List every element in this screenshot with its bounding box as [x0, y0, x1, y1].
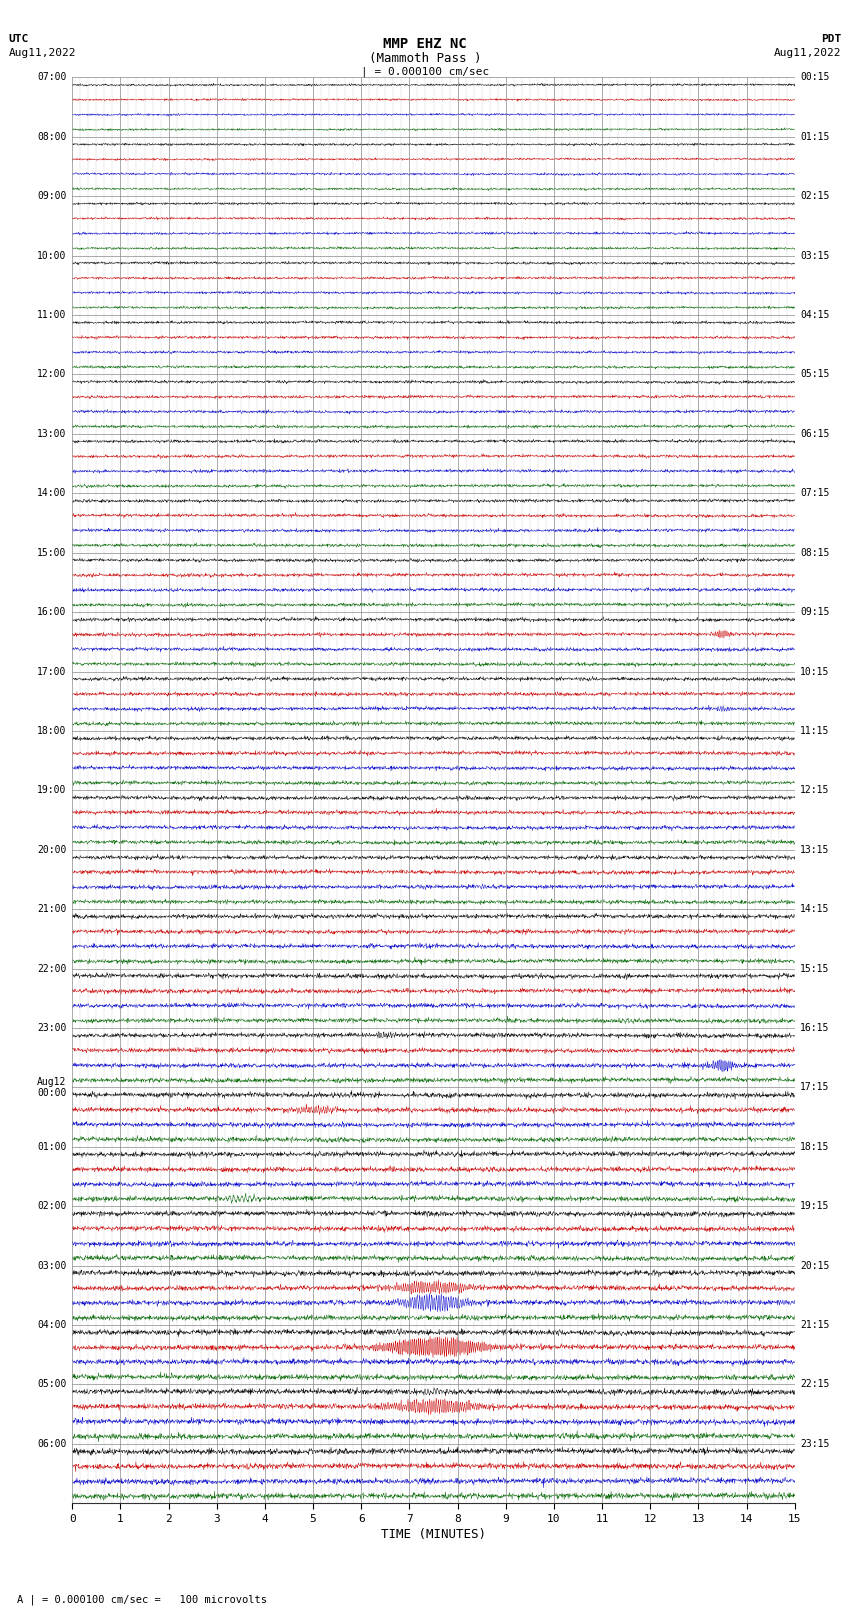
Text: 11:15: 11:15	[801, 726, 830, 736]
Text: 23:00: 23:00	[37, 1023, 66, 1032]
Text: 04:15: 04:15	[801, 310, 830, 319]
Text: 05:15: 05:15	[801, 369, 830, 379]
Text: 14:00: 14:00	[37, 489, 66, 498]
Text: PDT: PDT	[821, 34, 842, 44]
Text: 19:15: 19:15	[801, 1202, 830, 1211]
Text: 21:00: 21:00	[37, 905, 66, 915]
Text: 03:15: 03:15	[801, 250, 830, 261]
Text: 13:15: 13:15	[801, 845, 830, 855]
Text: Aug11,2022: Aug11,2022	[774, 48, 842, 58]
Text: 09:00: 09:00	[37, 192, 66, 202]
Text: 20:15: 20:15	[801, 1261, 830, 1271]
Text: 18:15: 18:15	[801, 1142, 830, 1152]
Text: 06:00: 06:00	[37, 1439, 66, 1448]
Text: (Mammoth Pass ): (Mammoth Pass )	[369, 52, 481, 65]
Text: 08:15: 08:15	[801, 548, 830, 558]
Text: UTC: UTC	[8, 34, 29, 44]
Text: 00:15: 00:15	[801, 73, 830, 82]
Text: 12:00: 12:00	[37, 369, 66, 379]
X-axis label: TIME (MINUTES): TIME (MINUTES)	[381, 1528, 486, 1540]
Text: 23:15: 23:15	[801, 1439, 830, 1448]
Text: 11:00: 11:00	[37, 310, 66, 319]
Text: 20:00: 20:00	[37, 845, 66, 855]
Text: 06:15: 06:15	[801, 429, 830, 439]
Text: 01:15: 01:15	[801, 132, 830, 142]
Text: 15:00: 15:00	[37, 548, 66, 558]
Text: 22:15: 22:15	[801, 1379, 830, 1389]
Text: 22:00: 22:00	[37, 963, 66, 974]
Text: 10:00: 10:00	[37, 250, 66, 261]
Text: 12:15: 12:15	[801, 786, 830, 795]
Text: 21:15: 21:15	[801, 1319, 830, 1331]
Text: 08:00: 08:00	[37, 132, 66, 142]
Text: 16:15: 16:15	[801, 1023, 830, 1032]
Text: Aug11,2022: Aug11,2022	[8, 48, 76, 58]
Text: 13:00: 13:00	[37, 429, 66, 439]
Text: 10:15: 10:15	[801, 666, 830, 676]
Text: 02:00: 02:00	[37, 1202, 66, 1211]
Text: 03:00: 03:00	[37, 1261, 66, 1271]
Text: 18:00: 18:00	[37, 726, 66, 736]
Text: 16:00: 16:00	[37, 606, 66, 618]
Text: 17:00: 17:00	[37, 666, 66, 676]
Text: 02:15: 02:15	[801, 192, 830, 202]
Text: 07:15: 07:15	[801, 489, 830, 498]
Text: A | = 0.000100 cm/sec =   100 microvolts: A | = 0.000100 cm/sec = 100 microvolts	[17, 1594, 267, 1605]
Text: MMP EHZ NC: MMP EHZ NC	[383, 37, 467, 52]
Text: 05:00: 05:00	[37, 1379, 66, 1389]
Text: 09:15: 09:15	[801, 606, 830, 618]
Text: | = 0.000100 cm/sec: | = 0.000100 cm/sec	[361, 66, 489, 77]
Text: 17:15: 17:15	[801, 1082, 830, 1092]
Text: 01:00: 01:00	[37, 1142, 66, 1152]
Text: Aug12
00:00: Aug12 00:00	[37, 1076, 66, 1098]
Text: 19:00: 19:00	[37, 786, 66, 795]
Text: 14:15: 14:15	[801, 905, 830, 915]
Text: 04:00: 04:00	[37, 1319, 66, 1331]
Text: 15:15: 15:15	[801, 963, 830, 974]
Text: 07:00: 07:00	[37, 73, 66, 82]
